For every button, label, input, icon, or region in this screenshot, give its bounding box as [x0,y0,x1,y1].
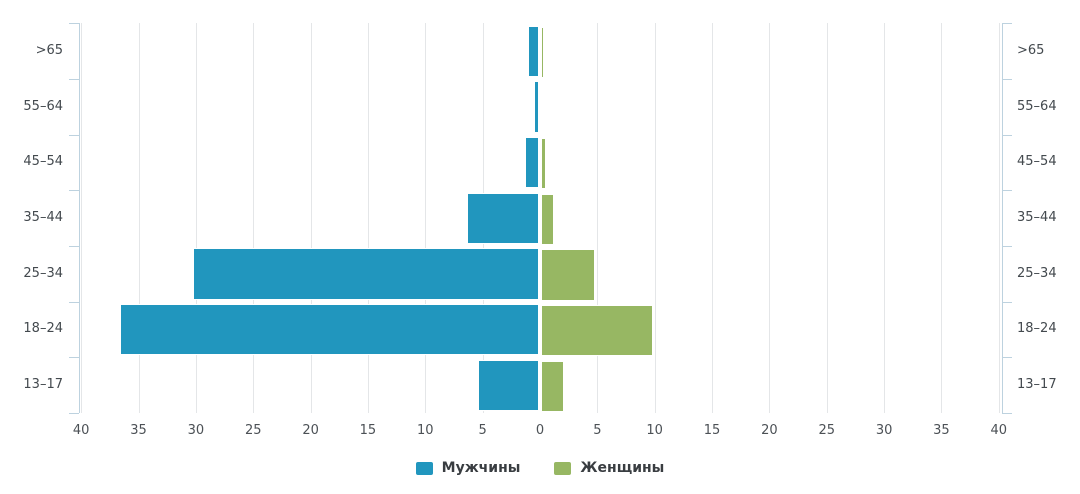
left-axis-tick [68,357,79,359]
bar-men-1317 [478,359,539,411]
bar-women-2534 [541,249,595,301]
left-axis-tick [68,245,79,247]
x-axis-tick-label: 5 [478,423,487,438]
legend-item-men[interactable]: Мужчины [415,460,521,476]
bar-men-2534 [192,248,539,300]
left-axis-tick [68,78,79,80]
bar-women-65 [541,26,544,78]
x-axis-tick-label: 5 [593,423,602,438]
right-axis-tick [1001,134,1012,136]
gridline [367,23,369,413]
gridline [712,23,714,413]
age-group-label-left: 13–17 [23,377,63,393]
x-axis-tick-label: 15 [359,423,377,438]
right-axis-tick [1001,23,1012,25]
age-group-label-right: 45–54 [1017,154,1057,170]
gridline [253,23,255,413]
right-axis-tick [1001,412,1012,414]
age-group-label-right: 55–64 [1017,98,1057,114]
x-axis-tick-label: 25 [818,423,836,438]
age-group-label-right: >65 [1017,43,1045,59]
age-group-label-left: 35–44 [23,210,63,226]
x-axis-tick-label: 0 [535,423,545,438]
gridline [826,23,828,413]
right-axis-line [1001,23,1003,413]
age-group-label-left: 55–64 [23,98,63,114]
age-group-label-right: 18–24 [1017,321,1057,337]
gridline [884,23,886,413]
gridline [597,23,599,413]
right-axis-tick [1001,301,1012,303]
x-axis-tick-label: 10 [646,423,663,438]
age-group-label-right: 25–34 [1017,265,1057,281]
x-axis-tick-label: 30 [187,423,205,438]
gridline [941,23,943,413]
left-axis-tick [68,301,79,303]
bar-women-3544 [541,193,554,245]
chart-legend: Мужчины Женщины [0,455,1080,481]
bar-men-1824 [120,303,539,356]
x-axis-tick-label: 25 [244,423,262,438]
gridline [425,23,427,413]
right-axis-tick [1001,190,1012,192]
women-series-swatch-icon [554,461,572,475]
left-axis-tick [68,190,79,192]
bar-men-65 [527,25,539,77]
legend-label-men: Мужчины [441,460,521,476]
bar-women-1317 [541,360,564,412]
age-group-label-right: 13–17 [1017,377,1057,393]
age-group-label-left: >65 [35,43,63,59]
age-group-label-left: 25–34 [23,265,63,281]
x-axis-tick-label: 10 [417,423,434,438]
age-group-label-left: 45–54 [23,154,63,170]
x-axis-tick-label: 40 [990,423,1008,438]
x-axis-tick-label: 40 [72,423,90,438]
gridline [310,23,312,413]
age-group-label-right: 35–44 [1017,210,1057,226]
bar-men-3544 [466,192,539,244]
gridline [195,23,197,413]
right-axis-tick [1001,245,1012,247]
right-axis-tick [1001,78,1012,80]
legend-label-women: Женщины [580,460,665,476]
x-axis-tick-label: 20 [761,423,778,438]
gridline [769,23,771,413]
gridline [654,23,656,413]
gridline [998,23,1000,413]
men-series-swatch-icon [415,461,433,475]
x-axis-tick-label: 35 [933,423,950,438]
x-axis-tick-label: 15 [703,423,721,438]
left-axis-tick [68,23,79,25]
left-axis-tick [68,412,79,414]
x-axis-tick-label: 30 [875,423,893,438]
right-axis-tick [1001,357,1012,359]
bar-women-4554 [541,137,546,190]
bar-men-4554 [525,136,539,189]
left-axis-line [78,23,80,413]
age-group-label-left: 18–24 [23,321,63,337]
left-axis-tick [68,134,79,136]
gridline [138,23,140,413]
bar-women-1824 [541,304,654,357]
x-axis-tick-label: 35 [130,423,147,438]
gridline [81,23,83,413]
bar-men-5564 [534,81,539,133]
x-axis-tick-label: 20 [302,423,319,438]
legend-item-women[interactable]: Женщины [554,460,664,476]
